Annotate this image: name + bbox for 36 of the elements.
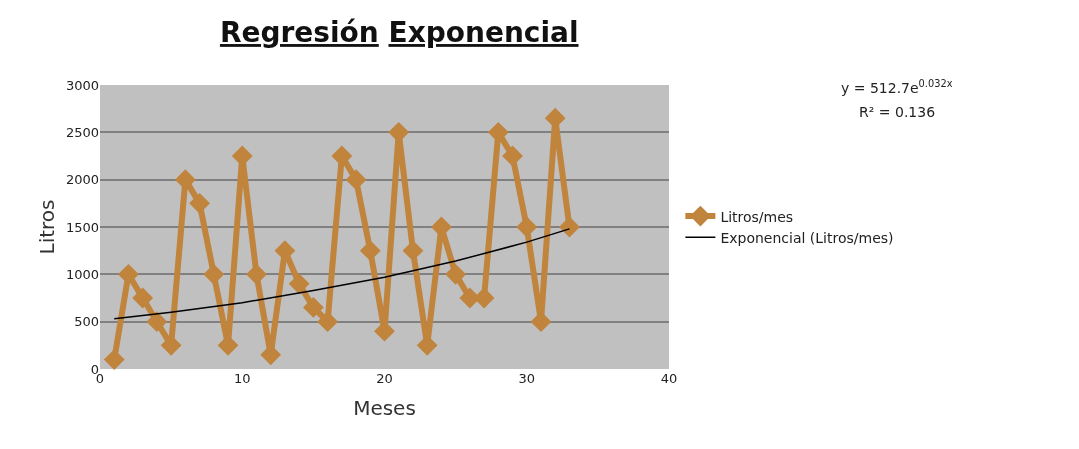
point [302, 297, 324, 318]
point [388, 121, 410, 143]
point [359, 240, 381, 262]
y-tick-label: 1000 [65, 266, 99, 282]
y-tick-label: 3000 [65, 77, 99, 93]
x-tick-label: 30 [518, 371, 536, 386]
point [530, 311, 552, 333]
point [317, 311, 338, 333]
point [445, 263, 467, 285]
x-tick-label: 40 [660, 371, 678, 386]
text: y = 512.7e$^{0.032x}$ [841, 78, 953, 96]
legend-label: Exponencial (Litros/mes) [720, 229, 894, 246]
point [402, 240, 424, 262]
point [544, 107, 566, 129]
point [516, 216, 538, 238]
point [345, 169, 367, 191]
point [487, 121, 509, 143]
x-tick-label: 10 [233, 371, 251, 386]
point [203, 263, 225, 285]
legend-label: Litros/mes [720, 208, 794, 225]
point [103, 349, 125, 370]
point [288, 273, 310, 295]
point [502, 145, 523, 167]
y-tick-label: 2500 [65, 124, 99, 140]
x-axis-title: Meses [353, 395, 416, 420]
point [146, 311, 168, 333]
y-tick-label: 1500 [65, 219, 99, 235]
point [132, 287, 154, 309]
point [189, 192, 210, 214]
chart-title: Regresión Exponencial [219, 16, 579, 50]
y-tick-label: 500 [74, 314, 99, 330]
text: R² = 0.136 [859, 104, 936, 120]
y-axis-title: Litros [35, 199, 60, 255]
x-tick-label: 20 [376, 371, 393, 386]
y-tick-label: 2000 [65, 172, 99, 188]
point [246, 263, 267, 285]
